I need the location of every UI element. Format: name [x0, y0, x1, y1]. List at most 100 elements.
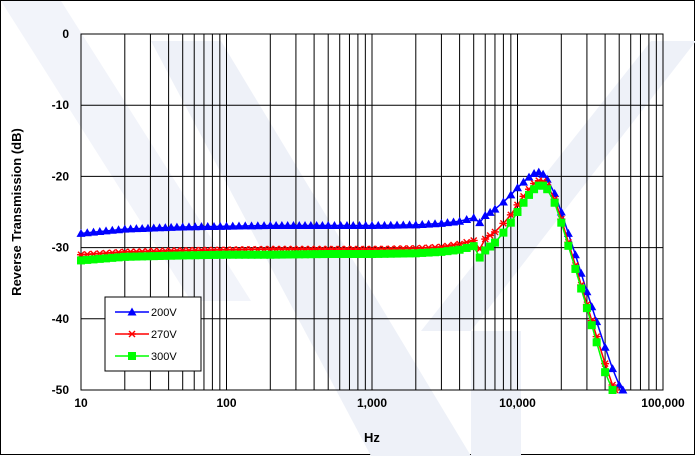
data-point	[462, 243, 471, 252]
data-point	[102, 254, 111, 263]
data-point	[89, 255, 98, 264]
data-point	[525, 190, 534, 199]
data-point	[519, 177, 529, 186]
data-point	[222, 250, 231, 259]
data-point	[209, 250, 218, 259]
data-point	[436, 218, 446, 227]
data-point	[582, 304, 591, 313]
data-point	[324, 250, 333, 259]
data-point	[196, 222, 206, 231]
data-point	[312, 250, 321, 259]
series-layer	[76, 167, 628, 394]
data-point	[530, 185, 539, 194]
data-point	[143, 252, 152, 261]
data-point	[306, 221, 316, 230]
legend-marker	[128, 352, 136, 360]
data-point	[424, 248, 433, 257]
data-point	[519, 198, 528, 207]
data-point	[399, 249, 408, 258]
data-point	[480, 211, 490, 220]
y-axis-title: Reverse Transmission (dB)	[9, 128, 24, 296]
data-point	[184, 222, 194, 231]
series-300V	[77, 181, 617, 394]
data-point	[348, 221, 358, 230]
data-point	[430, 219, 440, 228]
data-point	[306, 250, 315, 259]
data-point	[108, 253, 117, 262]
data-point	[571, 264, 580, 273]
data-point	[277, 250, 286, 259]
data-point	[215, 221, 225, 230]
data-point	[203, 251, 212, 260]
data-point	[318, 250, 327, 259]
data-point	[373, 220, 383, 229]
x-tick-label: 1,000	[357, 396, 387, 410]
data-point	[120, 252, 129, 261]
data-point	[161, 251, 170, 260]
data-point	[405, 220, 415, 229]
data-point	[149, 252, 158, 261]
data-point	[240, 221, 250, 230]
legend-marker	[128, 330, 136, 338]
data-point	[469, 242, 478, 251]
data-point	[608, 386, 617, 394]
data-point	[368, 250, 376, 259]
data-point	[132, 252, 141, 261]
data-point	[455, 216, 465, 225]
data-point	[475, 253, 484, 262]
data-point	[582, 287, 592, 296]
data-point	[355, 250, 364, 259]
data-point	[431, 248, 440, 257]
data-point	[76, 228, 86, 237]
data-point	[342, 221, 352, 230]
series-200V	[76, 167, 628, 394]
plot-area-border	[80, 33, 664, 391]
data-point	[83, 255, 92, 264]
x-axis-title: Hz	[364, 430, 380, 445]
x-tick-label: 100	[216, 396, 236, 410]
data-point	[424, 219, 434, 228]
data-point	[271, 221, 281, 230]
data-point	[498, 197, 508, 206]
data-point	[101, 226, 111, 235]
data-point	[283, 221, 293, 230]
data-point	[228, 221, 238, 230]
data-point	[228, 250, 237, 259]
data-point	[442, 218, 452, 227]
data-point	[513, 208, 522, 216]
data-point	[534, 181, 543, 190]
data-point	[323, 221, 333, 230]
data-point	[543, 185, 552, 194]
data-point	[216, 250, 225, 259]
data-point	[443, 247, 452, 256]
data-point	[172, 222, 182, 231]
legend-label: 300V	[151, 351, 177, 363]
legend-marker	[127, 307, 137, 316]
data-point	[342, 250, 351, 259]
data-point	[361, 250, 370, 259]
data-point	[418, 248, 427, 257]
data-point	[614, 380, 624, 389]
data-point	[95, 254, 104, 263]
data-point	[241, 250, 250, 259]
data-point	[312, 221, 322, 230]
data-point	[475, 218, 485, 227]
data-point	[203, 222, 213, 231]
data-point	[550, 198, 559, 207]
legend-item: 300V	[115, 351, 177, 363]
data-point	[235, 250, 244, 259]
legend-item: 200V	[115, 307, 177, 319]
y-tick-label: -20	[52, 169, 70, 183]
data-point	[462, 214, 472, 223]
y-tick-label: -40	[52, 312, 70, 326]
data-point	[222, 221, 231, 230]
data-point	[481, 235, 490, 243]
data-point	[283, 250, 292, 259]
data-point	[490, 228, 499, 236]
data-point	[336, 250, 345, 259]
data-point	[486, 242, 495, 251]
data-point	[367, 221, 377, 230]
y-tick-label: -50	[52, 383, 70, 397]
